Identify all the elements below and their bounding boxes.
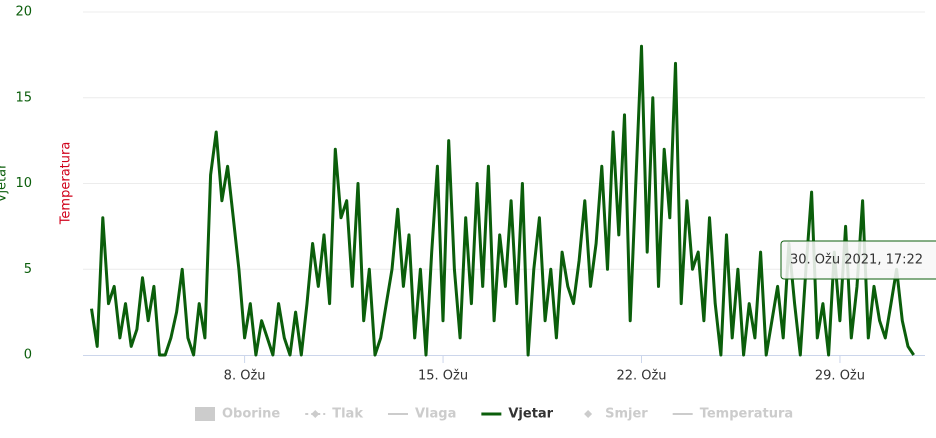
legend-item[interactable]: Smjer [578,407,648,422]
tooltip: 30. Ožu 2021, 17:22 [780,240,936,280]
x-tick-label: 8. Ožu [224,369,266,384]
legend-label: Tlak [332,407,363,422]
legend-label: Vjetar [508,407,553,422]
legend-item[interactable]: Vlaga [387,407,456,422]
legend: Oborine Tlak Vlaga Vjetar Smjer Temperatura [195,407,793,422]
tooltip-text: 30. Ožu 2021, 17:22 [790,253,923,268]
legend-marker [311,410,320,418]
legend-item[interactable]: Vjetar [481,407,554,422]
y2-axis-title: Temperatura [59,142,74,226]
legend-item[interactable]: Tlak [305,407,363,422]
x-tick-label: 29. Ožu [815,369,865,384]
tooltip-box [780,240,936,280]
x-tick-label: 22. Ožu [616,369,666,384]
legend-symbol [195,407,215,421]
legend-marker [584,410,593,418]
legend-label: Oborine [222,407,280,422]
legend-label: Temperatura [700,407,793,422]
y-tick-label: 10 [15,176,32,191]
x-tick-label: 15. Ožu [418,369,468,384]
y-tick-label: 0 [24,348,32,363]
y-tick-label: 20 [15,5,32,20]
y-tick-label: 15 [15,90,32,105]
y-axis-title: Vjetar [0,163,10,203]
legend-label: Smjer [605,407,648,422]
legend-item[interactable]: Oborine [195,407,280,422]
y-tick-label: 5 [24,262,32,277]
series-line [90,44,915,357]
legend-item[interactable]: Temperatura [672,407,793,422]
legend-label: Vlaga [415,407,456,422]
